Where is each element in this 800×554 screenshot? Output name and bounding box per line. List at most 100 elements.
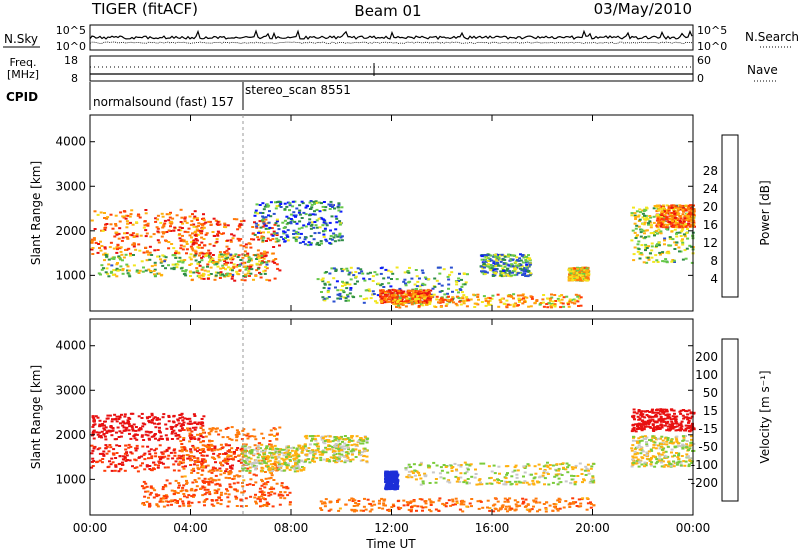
- power-cell: [131, 243, 135, 246]
- velocity-cell: [218, 483, 222, 486]
- velocity-cell: [318, 450, 322, 453]
- power-cell: [500, 253, 504, 256]
- power-cell: [171, 263, 175, 266]
- power-cell: [265, 267, 269, 270]
- power-cell: [258, 263, 262, 266]
- velocity-cell: [515, 473, 519, 476]
- power-cell: [457, 291, 460, 294]
- velocity-cell: [290, 447, 294, 450]
- power-cell: [344, 297, 348, 300]
- power-cell: [111, 273, 115, 276]
- power-cell: [328, 208, 332, 210]
- power-cell: [217, 258, 221, 261]
- power-cell: [656, 232, 659, 235]
- power-cell: [631, 229, 635, 232]
- power-cell: [639, 211, 642, 214]
- velocity-cell: [236, 431, 240, 434]
- power-cell: [202, 238, 206, 240]
- velocity-cell: [362, 455, 365, 457]
- power-cell: [292, 236, 296, 239]
- velocity-cell: [581, 481, 584, 484]
- velocity-cell: [182, 429, 186, 431]
- power-cell: [269, 215, 273, 218]
- velocity-cell: [174, 479, 178, 482]
- velocity-cell: [431, 471, 435, 474]
- velocity-cell: [308, 435, 312, 438]
- velocity-cell: [350, 453, 354, 456]
- power-cell: [560, 294, 564, 297]
- power-cell: [289, 220, 293, 223]
- power-cell: [194, 251, 198, 254]
- power-cell: [533, 301, 537, 304]
- velocity-cell: [92, 420, 96, 423]
- power-cell: [571, 279, 575, 281]
- power-cell: [271, 238, 275, 240]
- power-cell: [323, 209, 327, 212]
- power-cell: [179, 239, 183, 242]
- velocity-cell: [101, 452, 105, 455]
- power-cell: [174, 250, 178, 253]
- velocity-cell: [453, 462, 457, 465]
- velocity-cell: [93, 423, 97, 426]
- velocity-cell: [170, 489, 174, 492]
- velocity-cell: [264, 477, 268, 480]
- power-cell: [173, 226, 177, 229]
- power-cell: [157, 241, 161, 244]
- velocity-cell: [205, 445, 208, 447]
- power-cell: [270, 227, 274, 230]
- velocity-cell: [389, 486, 393, 488]
- velocity-cell: [265, 445, 269, 448]
- velocity-cell: [210, 481, 214, 484]
- power-cell: [673, 216, 677, 219]
- velocity-cell: [261, 480, 264, 483]
- velocity-cell: [148, 493, 152, 496]
- power-cell: [541, 298, 545, 301]
- power-cell: [109, 213, 113, 216]
- power-cell: [183, 217, 187, 220]
- velocity-cell: [326, 448, 330, 451]
- power-cell: [425, 303, 428, 306]
- velocity-cell: [311, 437, 314, 440]
- power-cell: [326, 281, 330, 284]
- velocity-cell: [285, 457, 289, 460]
- power-cell: [333, 240, 337, 243]
- velocity-cell: [274, 455, 278, 458]
- power-echo-region: [253, 200, 344, 247]
- power-cell: [381, 289, 385, 292]
- power-cell: [428, 303, 432, 305]
- velocity-cell: [192, 446, 196, 449]
- power-cell: [259, 237, 263, 240]
- power-cell: [105, 255, 109, 258]
- power-cell: [138, 249, 142, 252]
- power-cell: [92, 237, 96, 240]
- velocity-cell: [123, 469, 127, 472]
- power-cell: [681, 208, 685, 211]
- power-cell: [663, 237, 667, 240]
- power-cell: [655, 259, 659, 262]
- power-cell: [159, 221, 163, 224]
- power-cell: [221, 258, 225, 261]
- power-cell: [499, 270, 503, 273]
- velocity-cell: [161, 416, 165, 419]
- power-cell: [676, 223, 680, 226]
- power-cell: [232, 265, 236, 268]
- velocity-cell: [392, 470, 396, 473]
- power-cell: [673, 241, 677, 244]
- power-cell: [255, 226, 259, 229]
- power-cell: [500, 275, 504, 278]
- velocity-cell: [216, 454, 220, 457]
- velocity-cell: [559, 481, 563, 484]
- velocity-cell: [354, 456, 358, 458]
- power-cell: [491, 266, 495, 269]
- power-cell: [647, 223, 650, 226]
- velocity-cell: [308, 461, 312, 464]
- velocity-cell: [150, 414, 154, 417]
- power-cell: [670, 218, 674, 221]
- velocity-cell: [202, 450, 206, 453]
- velocity-cell: [267, 477, 271, 480]
- power-cell: [356, 267, 360, 270]
- velocity-cell: [92, 429, 96, 432]
- velocity-cell: [190, 471, 194, 474]
- velocity-cell: [229, 451, 233, 454]
- velocity-cell: [193, 479, 197, 481]
